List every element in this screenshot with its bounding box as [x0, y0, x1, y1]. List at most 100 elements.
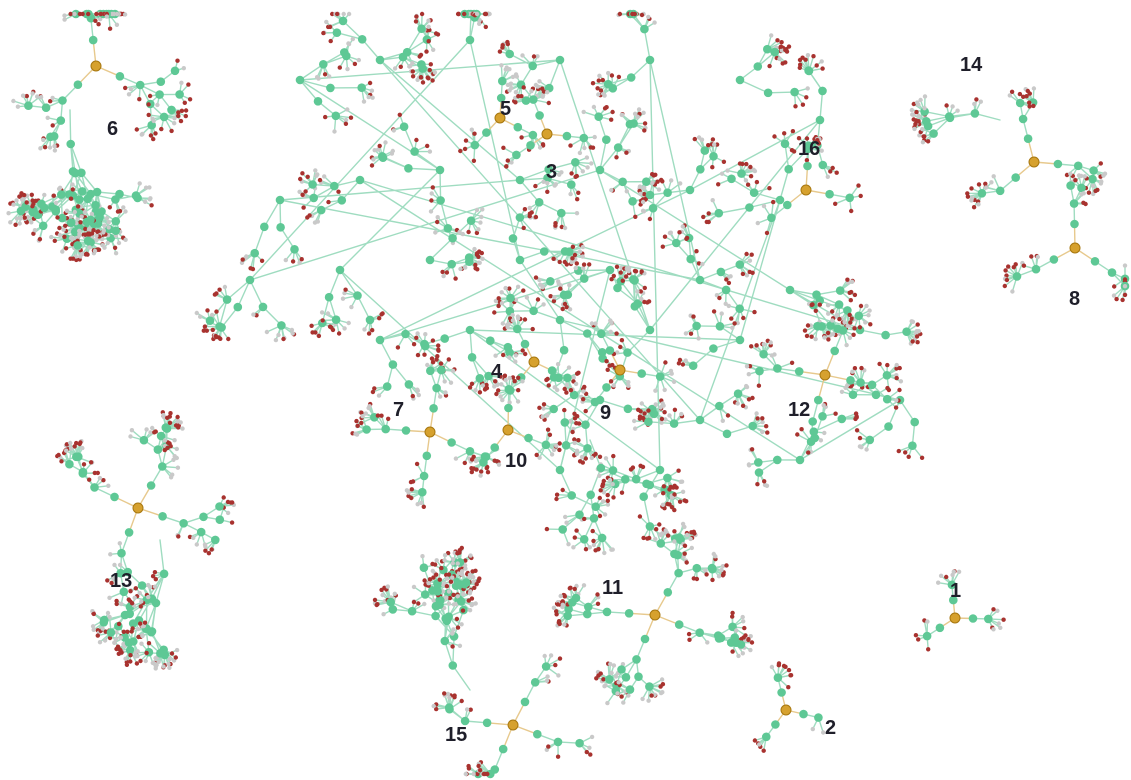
graph-node: [57, 190, 66, 199]
graph-node: [709, 152, 718, 161]
graph-leaf-node: [582, 516, 587, 522]
graph-node: [790, 87, 799, 97]
graph-leaf-node-muted: [480, 256, 485, 261]
graph-node: [443, 224, 453, 233]
graph-leaf-node: [146, 641, 152, 646]
graph-leaf-node-muted: [989, 180, 994, 185]
graph-leaf-node: [750, 395, 755, 401]
graph-leaf-node-muted: [20, 197, 25, 202]
graph-node: [357, 83, 367, 92]
graph-leaf-node: [512, 379, 517, 384]
graph-node: [748, 421, 757, 431]
graph-edge: [444, 329, 471, 340]
graph-leaf-node: [764, 230, 770, 236]
graph-leaf-node-muted: [909, 107, 915, 113]
graph-leaf-node: [471, 466, 476, 471]
graph-node: [555, 55, 565, 65]
graph-leaf-node: [667, 487, 672, 492]
graph-node: [597, 329, 606, 339]
graph-leaf-node-muted: [545, 180, 550, 186]
graph-edge: [739, 199, 781, 341]
graph-leaf-node: [711, 309, 717, 314]
graph-leaf-node-muted: [606, 70, 611, 76]
graph-leaf-node: [1073, 178, 1078, 183]
graph-leaf-node: [721, 159, 727, 164]
graph-leaf-node: [379, 413, 384, 418]
graph-edge: [626, 329, 651, 354]
graph-leaf-node-muted: [112, 640, 117, 645]
graph-leaf-node: [755, 416, 760, 421]
graph-leaf-node: [885, 362, 890, 368]
graph-node: [709, 344, 718, 353]
graph-leaf-node: [62, 223, 68, 228]
graph-leaf-node: [484, 465, 489, 471]
graph-node: [727, 174, 736, 184]
graph-node: [715, 322, 725, 331]
graph-leaf-node: [858, 193, 863, 199]
graph-leaf-node-muted: [198, 314, 203, 319]
graph-node: [275, 195, 285, 205]
graph-leaf-node-muted: [94, 237, 99, 243]
graph-leaf-node: [259, 258, 265, 263]
graph-leaf-node: [642, 411, 647, 416]
graph-leaf-node: [825, 330, 831, 336]
graph-leaf-node-muted: [567, 307, 573, 312]
graph-leaf-node: [793, 104, 798, 109]
graph-leaf-node: [336, 189, 341, 194]
graph-leaf-node-muted: [52, 148, 58, 153]
graph-leaf-node-muted: [111, 576, 116, 581]
graph-leaf-node: [572, 535, 577, 540]
graph-node: [131, 191, 141, 200]
graph-leaf-node: [138, 658, 143, 664]
graph-leaf-node-muted: [161, 664, 166, 669]
graph-leaf-node-muted: [313, 168, 318, 173]
graph-leaf-node: [748, 164, 753, 170]
graph-leaf-node: [557, 441, 562, 446]
graph-leaf-node: [642, 285, 647, 291]
graph-node: [626, 73, 636, 82]
graph-leaf-node: [229, 520, 235, 525]
graph-leaf-node-muted: [914, 329, 919, 334]
graph-node: [804, 66, 813, 75]
graph-leaf-node: [591, 538, 596, 544]
graph-leaf-node-muted: [441, 273, 446, 279]
graph-node: [16, 206, 26, 216]
graph-node: [557, 208, 566, 218]
graph-leaf-node-muted: [507, 88, 512, 93]
graph-leaf-node: [921, 134, 926, 139]
graph-leaf-node: [856, 183, 861, 188]
graph-leaf-node: [183, 113, 188, 119]
graph-leaf-node: [301, 205, 306, 210]
graph-leaf-node-muted: [140, 633, 145, 639]
graph-leaf-node-muted: [596, 92, 601, 97]
graph-node: [77, 168, 86, 178]
graph-node: [767, 213, 776, 223]
graph-edge: [452, 635, 455, 667]
graph-leaf-node: [436, 348, 441, 353]
graph-edge: [249, 279, 264, 308]
graph-node: [1070, 219, 1079, 229]
graph-node: [688, 361, 698, 371]
graph-leaf-node-muted: [761, 203, 767, 209]
graph-leaf-node: [764, 424, 769, 429]
graph-edge: [673, 419, 701, 425]
graph-node: [715, 401, 724, 411]
graph-leaf-node: [1027, 100, 1032, 105]
graph-leaf-node: [471, 454, 476, 459]
graph-leaf-node: [146, 112, 151, 118]
graph-leaf-node-muted: [426, 24, 431, 29]
graph-leaf-node: [1013, 262, 1018, 267]
graph-leaf-node: [662, 410, 667, 415]
graph-leaf-node-muted: [38, 95, 44, 100]
graph-leaf-node-muted: [50, 95, 55, 101]
graph-leaf-node: [562, 301, 568, 307]
graph-edge: [159, 539, 165, 575]
graph-leaf-node: [724, 277, 729, 282]
graph-node: [401, 329, 410, 339]
graph-leaf-node-muted: [844, 342, 849, 348]
graph-leaf-node-muted: [826, 311, 831, 316]
graph-leaf-node: [660, 179, 665, 184]
graph-leaf-node: [740, 271, 746, 277]
graph-leaf-node-muted: [123, 209, 128, 214]
graph-leaf-node-muted: [597, 473, 602, 478]
